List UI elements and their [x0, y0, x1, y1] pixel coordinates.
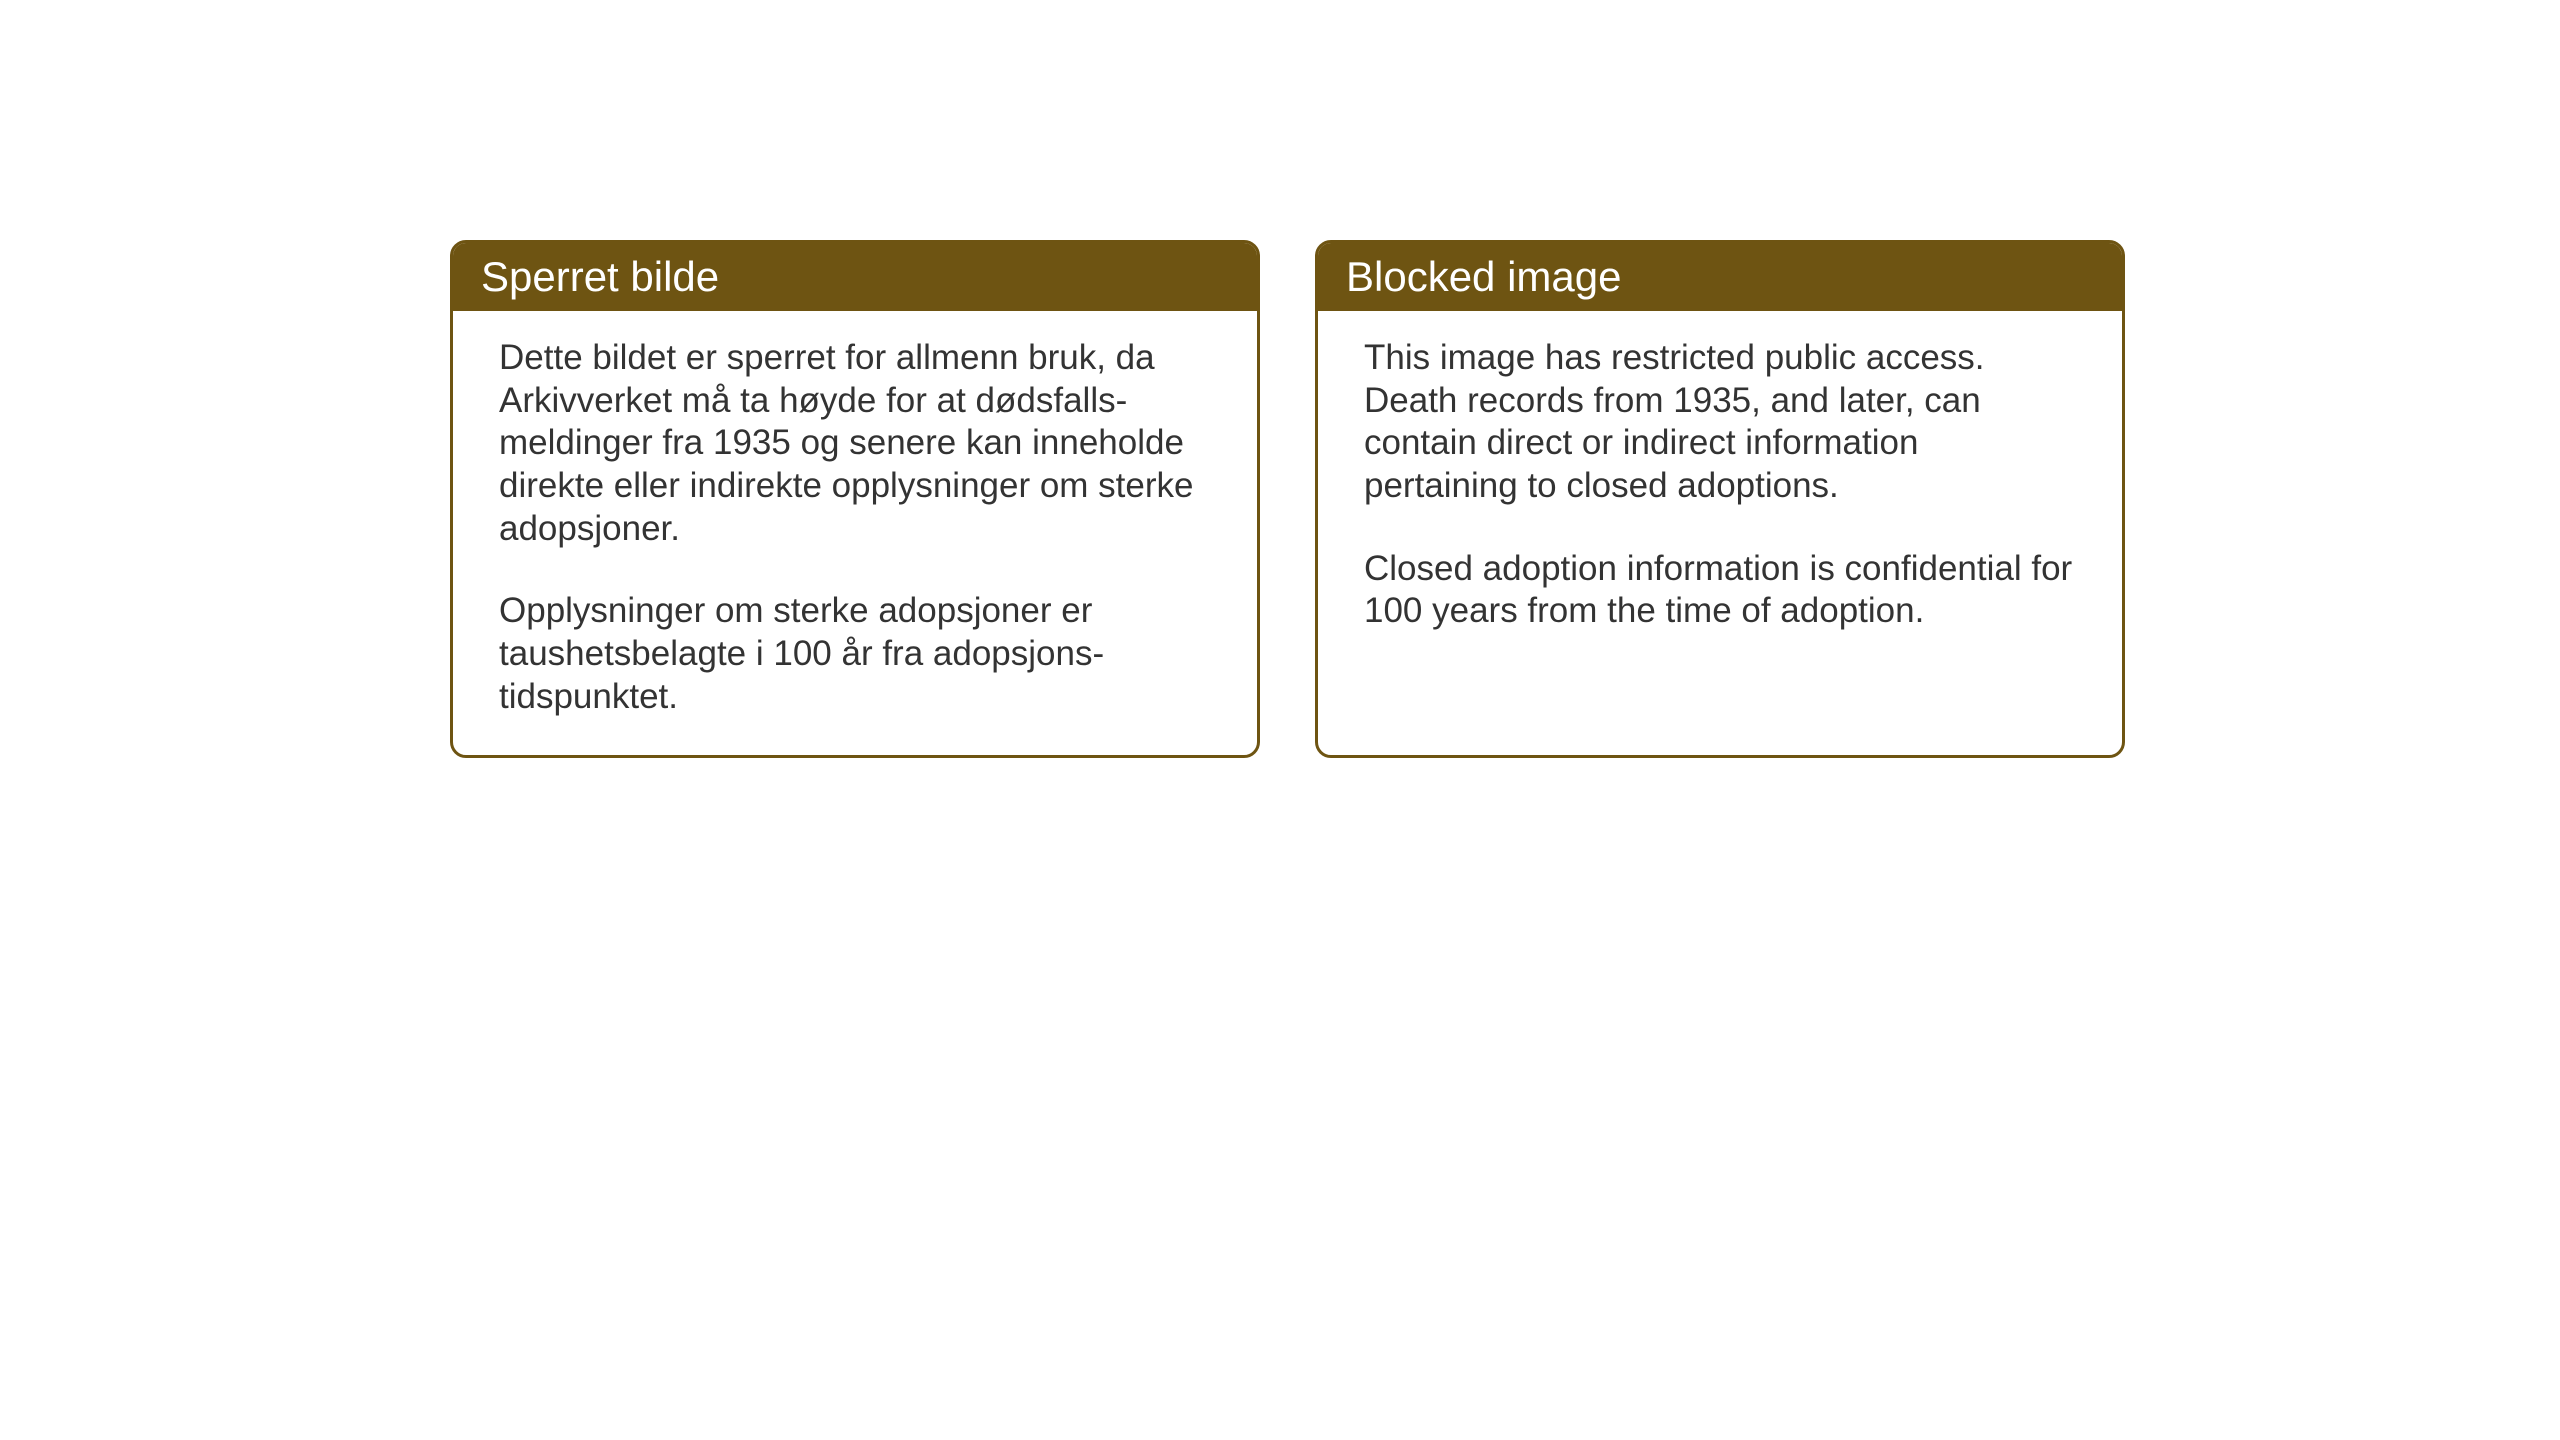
card-title-norwegian: Sperret bilde	[481, 253, 719, 300]
card-body-english: This image has restricted public access.…	[1318, 311, 2122, 669]
card-header-english: Blocked image	[1318, 243, 2122, 311]
card-paragraph-norwegian-1: Dette bildet er sperret for allmenn bruk…	[499, 337, 1211, 550]
card-header-norwegian: Sperret bilde	[453, 243, 1257, 311]
card-body-norwegian: Dette bildet er sperret for allmenn bruk…	[453, 311, 1257, 755]
card-title-english: Blocked image	[1346, 253, 1621, 300]
card-paragraph-english-1: This image has restricted public access.…	[1364, 337, 2076, 508]
card-paragraph-norwegian-2: Opplysninger om sterke adopsjoner er tau…	[499, 590, 1211, 718]
notice-card-norwegian: Sperret bilde Dette bildet er sperret fo…	[450, 240, 1260, 758]
card-paragraph-english-2: Closed adoption information is confident…	[1364, 548, 2076, 633]
notice-cards-container: Sperret bilde Dette bildet er sperret fo…	[450, 240, 2125, 758]
notice-card-english: Blocked image This image has restricted …	[1315, 240, 2125, 758]
